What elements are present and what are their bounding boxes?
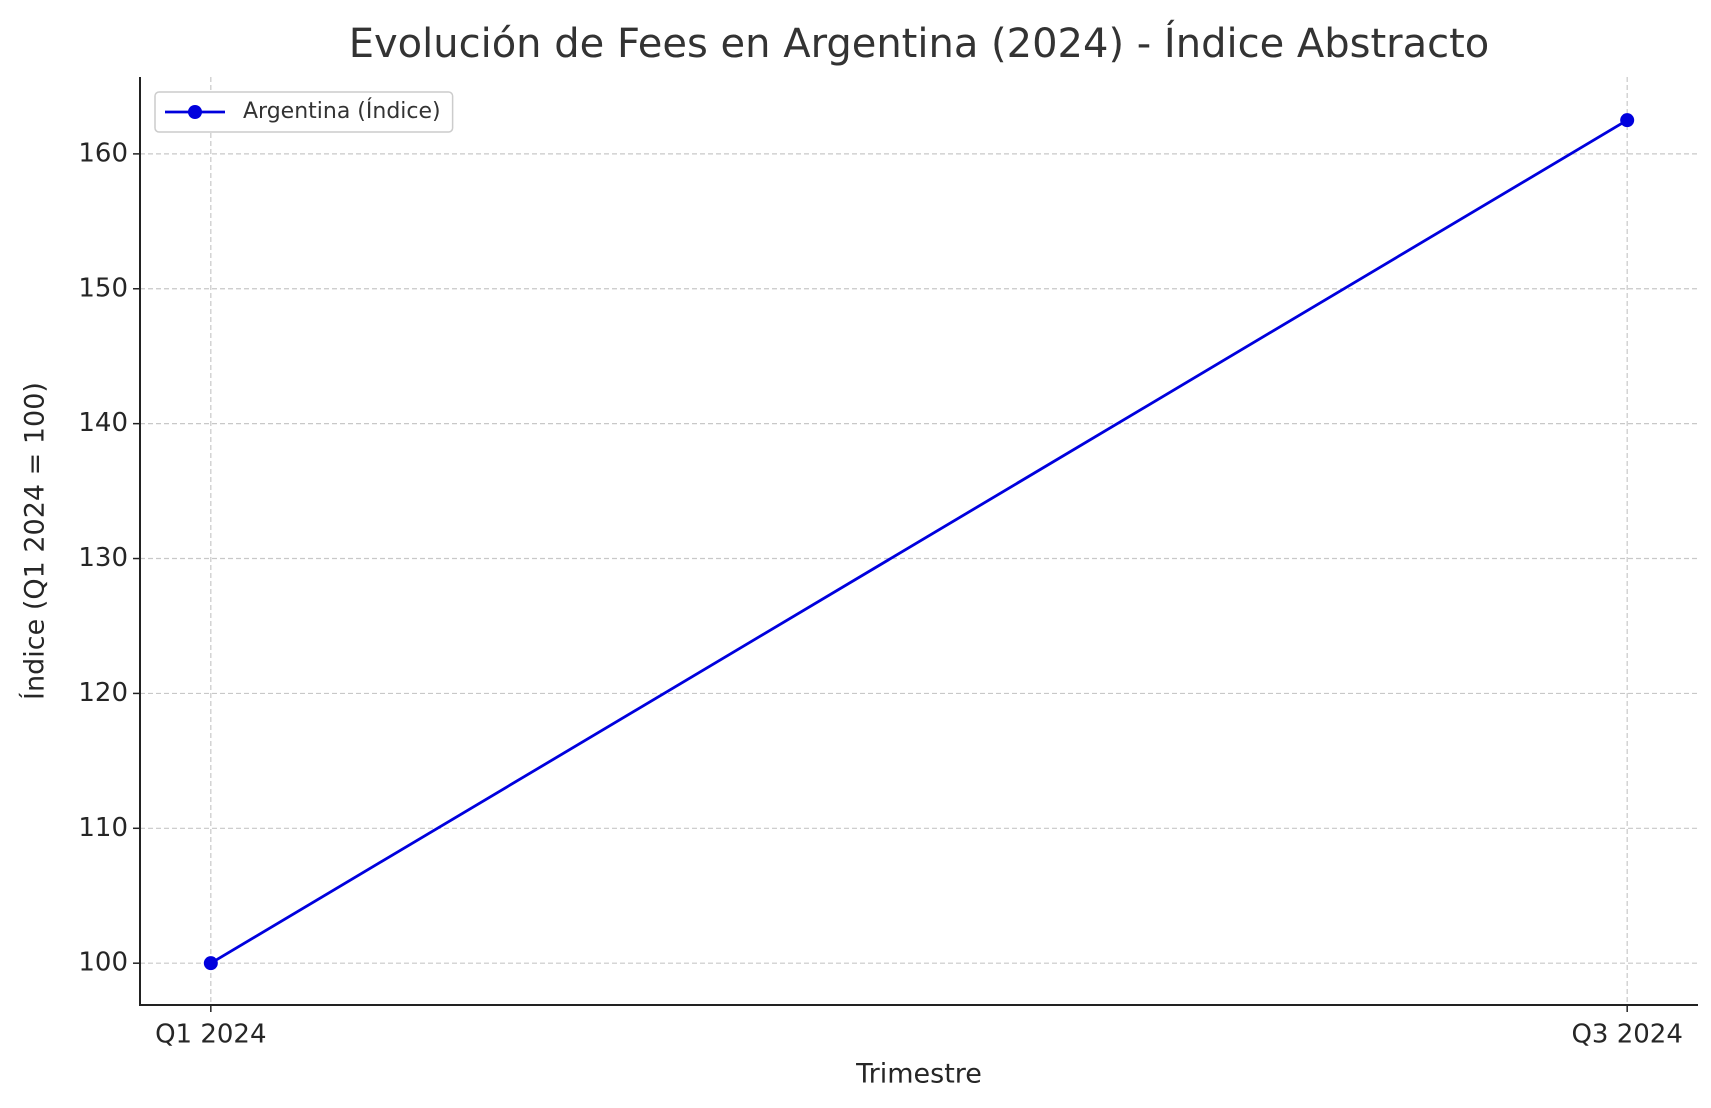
y-tick-label: 110 [78, 813, 128, 843]
y-tick-label: 120 [78, 678, 128, 708]
x-axis-label: Trimestre [855, 1059, 982, 1090]
y-tick-label: 160 [78, 138, 128, 168]
point [203, 956, 218, 971]
y-tick-label: 130 [78, 543, 128, 573]
x-tick-label: Q3 2024 [1571, 1020, 1682, 1050]
y-axis-label: Índice (Q1 2024 = 100) [19, 382, 51, 700]
y-tick-label: 150 [78, 273, 128, 303]
line [210, 118, 1628, 965]
x-tick-label: Q1 2024 [155, 1020, 266, 1050]
chart-title: Evolución de Fees en Argentina (2024) - … [349, 19, 1490, 67]
axes [139, 77, 1698, 1006]
y-tick-label: 100 [78, 948, 128, 978]
legend-label: Argentina (Índice) [243, 98, 441, 124]
legend-marker [188, 105, 202, 119]
legend: Argentina (Índice) [154, 91, 454, 133]
point [1620, 113, 1635, 128]
y-tick-label: 140 [78, 408, 128, 438]
legend-box [154, 91, 454, 133]
